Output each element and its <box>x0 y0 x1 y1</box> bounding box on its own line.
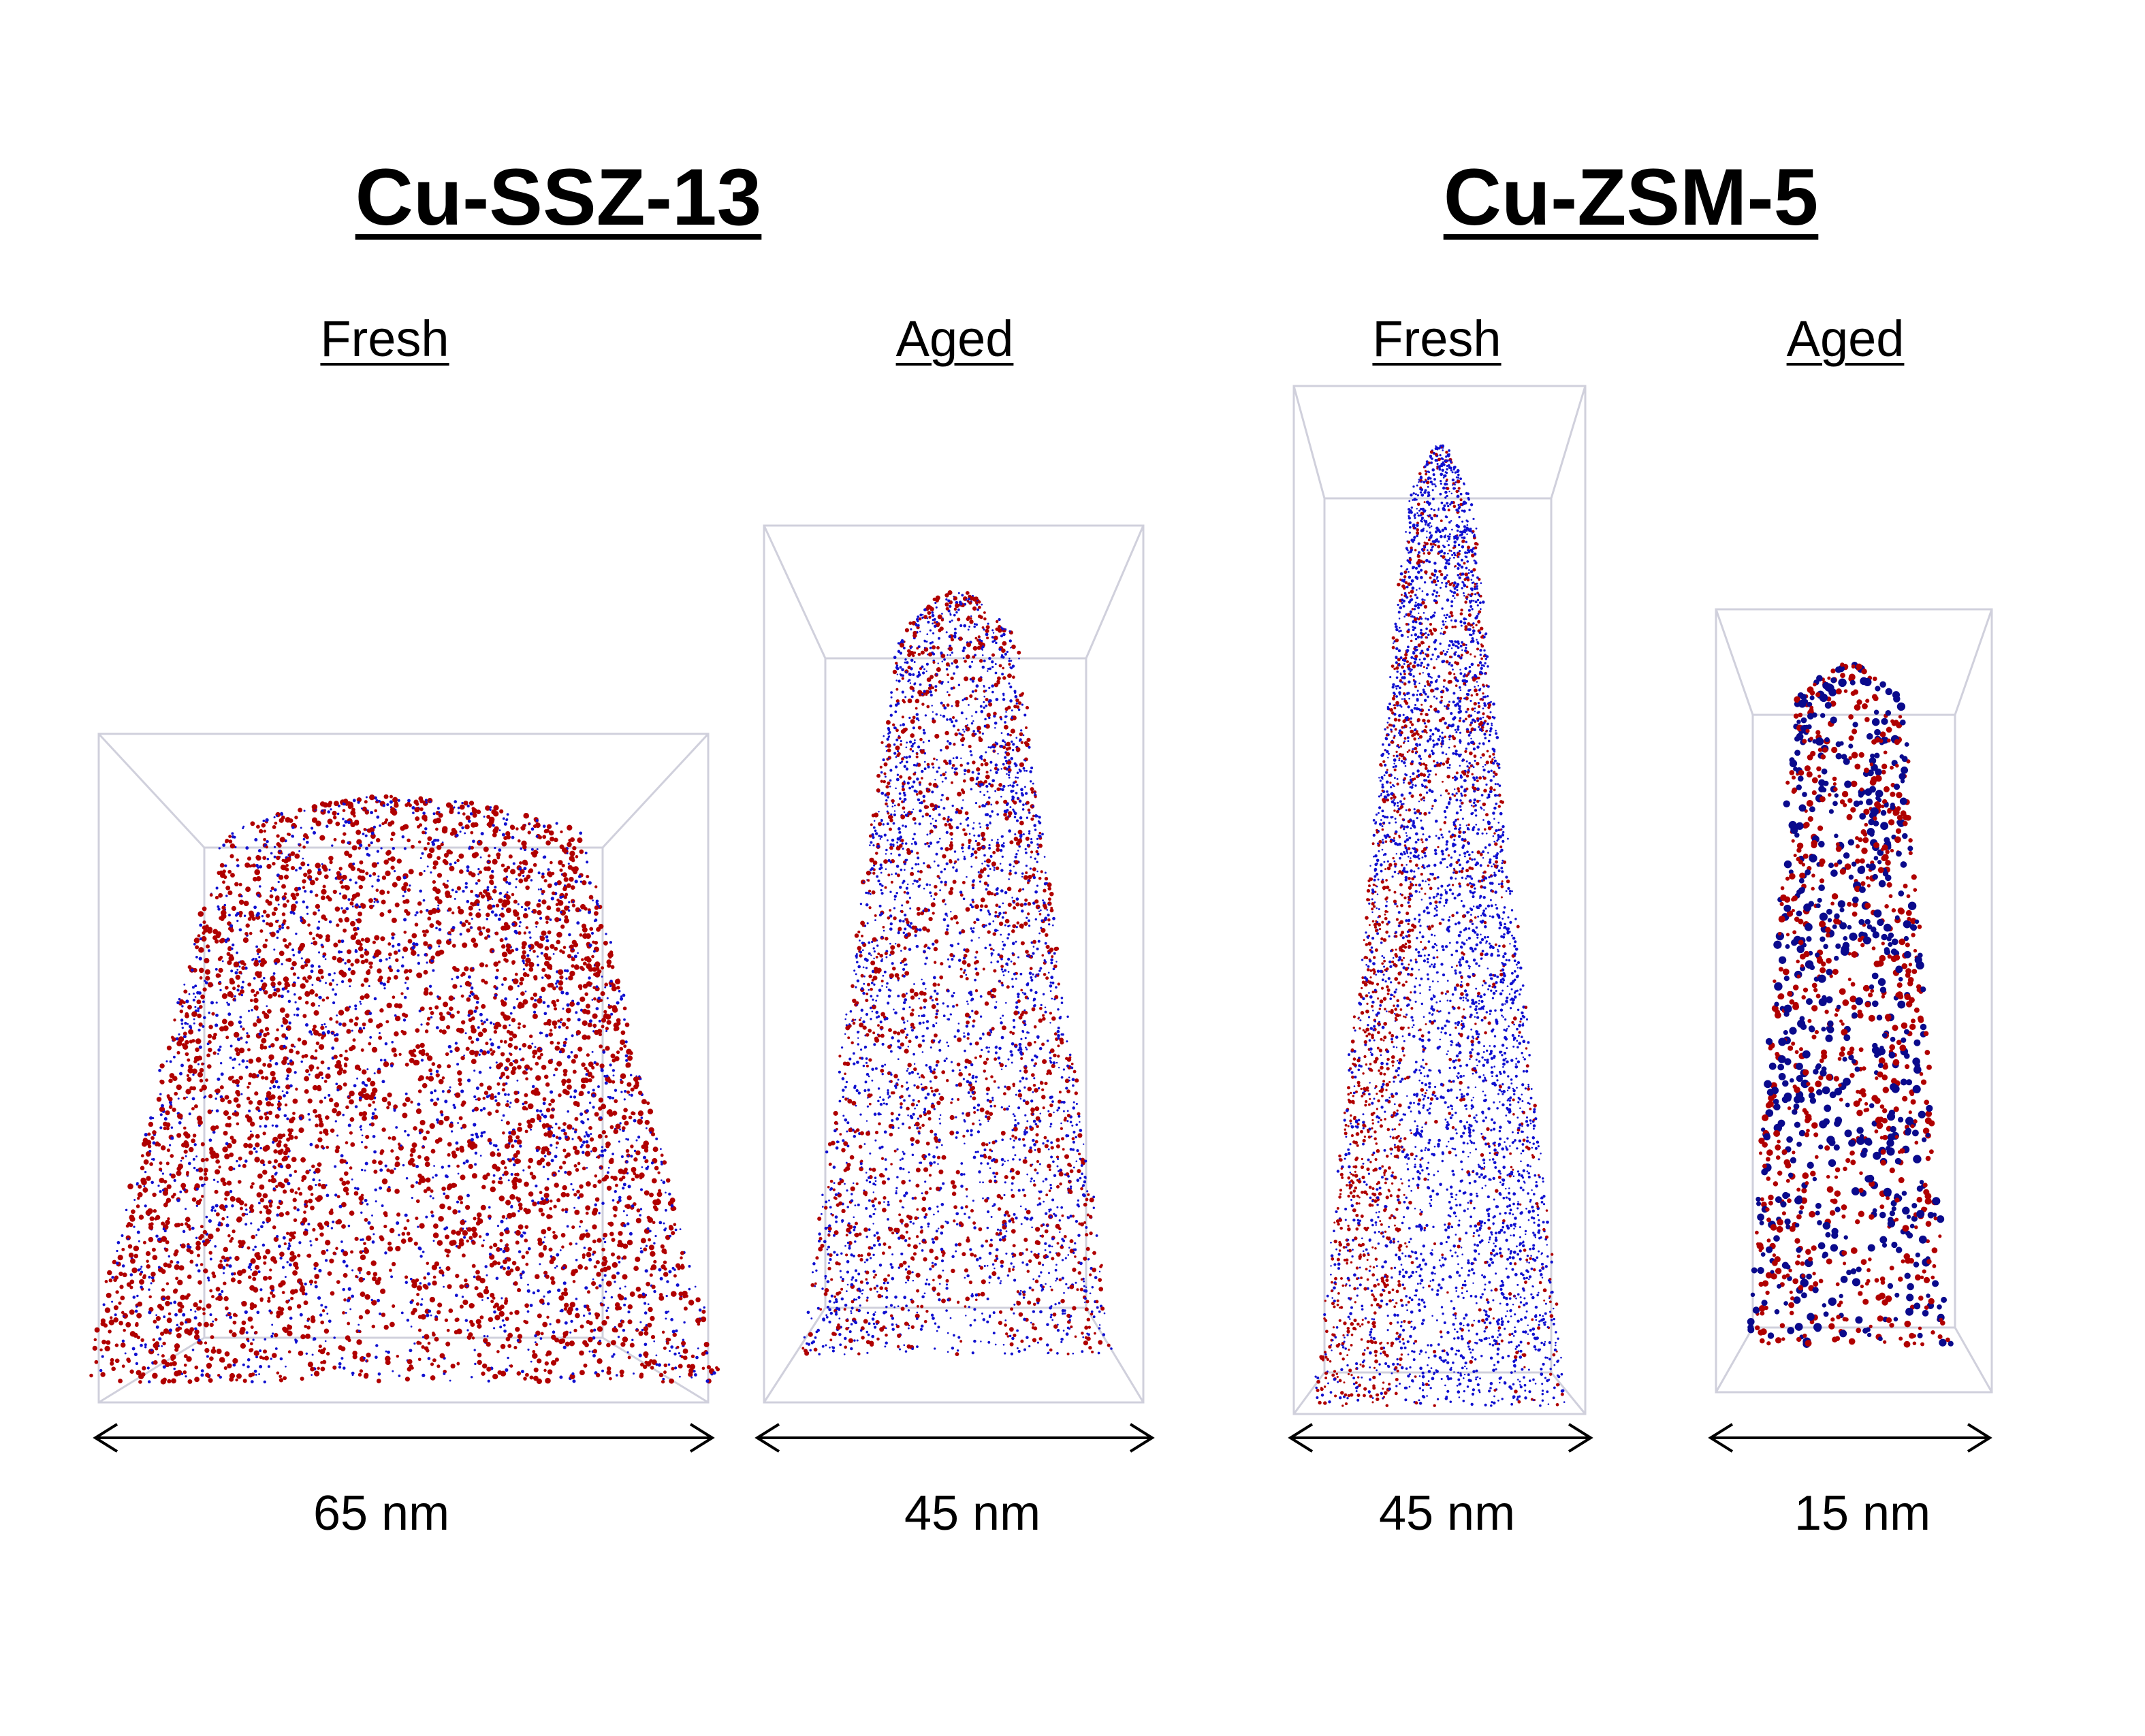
box-ssz13-aged <box>763 524 1145 1404</box>
scale-arrow-zsm5-aged <box>1708 1423 1992 1453</box>
scale-label-zsm5-fresh: 45 nm <box>1378 1486 1516 1541</box>
panel-label-zsm5-fresh: Fresh <box>1372 310 1502 367</box>
scale-label-zsm5-aged: 15 nm <box>1794 1486 1931 1541</box>
atom-cloud-zsm5-fresh <box>1314 444 1566 1407</box>
atom-cloud-ssz13-fresh <box>89 794 720 1385</box>
atom-cloud-ssz13-aged <box>801 590 1113 1357</box>
group-title-cu-ssz-13: Cu-SSZ-13 <box>355 152 762 242</box>
scale-label-ssz13-aged: 45 nm <box>904 1486 1041 1541</box>
panel-label-ssz13-fresh: Fresh <box>320 310 449 367</box>
scale-arrow-zsm5-fresh <box>1288 1423 1593 1453</box>
box-ssz13-fresh <box>97 733 710 1404</box>
atom-cloud-zsm5-aged <box>1747 661 1954 1348</box>
scale-arrow-ssz13-aged <box>754 1423 1155 1453</box>
scale-arrow-ssz13-fresh <box>93 1423 715 1453</box>
panel-label-ssz13-aged: Aged <box>895 310 1014 367</box>
box-zsm5-aged <box>1715 608 1993 1394</box>
scale-label-ssz13-fresh: 65 nm <box>313 1486 450 1541</box>
panel-label-zsm5-aged: Aged <box>1786 310 1905 367</box>
group-title-cu-zsm-5: Cu-ZSM-5 <box>1443 152 1819 242</box>
